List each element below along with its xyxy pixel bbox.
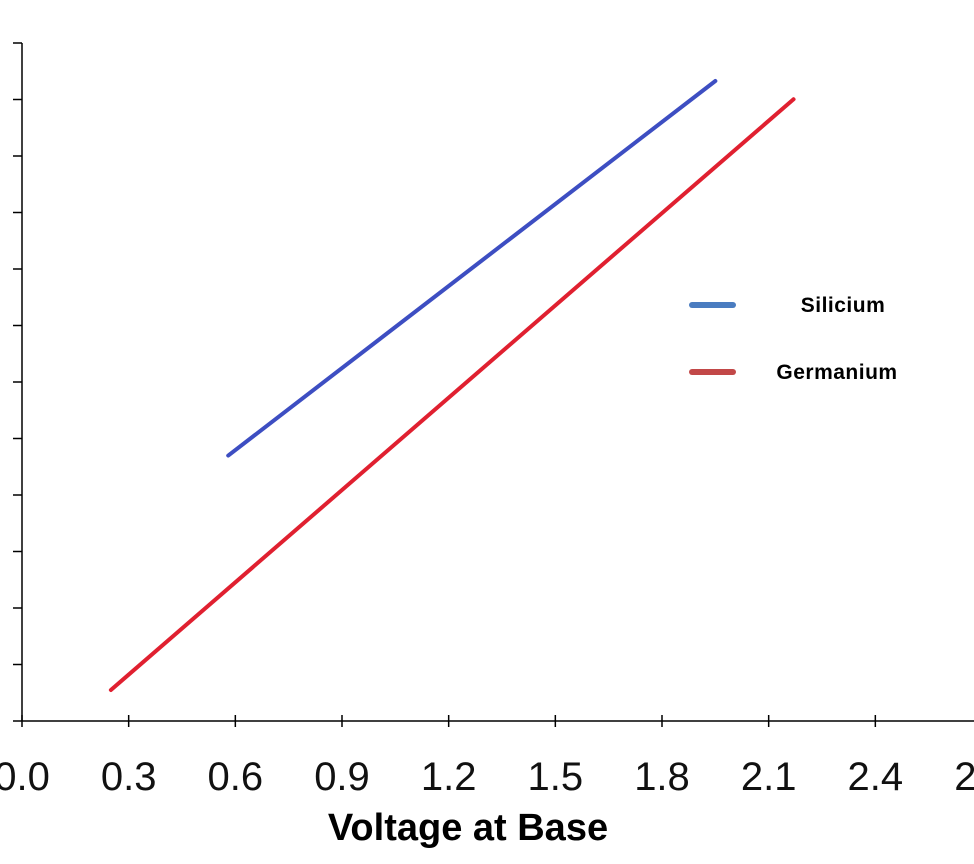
x-axis-ticks bbox=[21, 715, 877, 727]
series-lines bbox=[108, 79, 796, 692]
y-axis-ticks bbox=[13, 42, 22, 722]
legend: Silicium Germanium bbox=[689, 294, 897, 384]
x-tick-label: 0.6 bbox=[208, 755, 264, 799]
x-tick-label: 0.0 bbox=[0, 755, 50, 799]
legend-label-silicium: Silicium bbox=[801, 294, 886, 317]
series-line-silicium bbox=[226, 79, 718, 458]
x-axis-title: Voltage at Base bbox=[328, 807, 608, 849]
x-tick-label: 0.3 bbox=[101, 755, 157, 799]
x-axis-tick-labels: 0.0 0.3 0.6 0.9 1.2 1.5 1.8 2.1 2.4 2.7 bbox=[0, 755, 974, 799]
legend-label-germanium: Germanium bbox=[776, 361, 897, 384]
x-tick-label: 2.1 bbox=[741, 755, 797, 799]
x-tick-label: 2.4 bbox=[848, 755, 904, 799]
x-tick-label: 2.7 bbox=[954, 755, 974, 799]
series-line-germanium bbox=[108, 97, 796, 692]
x-tick-label: 0.9 bbox=[314, 755, 370, 799]
x-tick-label: 1.8 bbox=[634, 755, 690, 799]
x-tick-label: 1.5 bbox=[528, 755, 584, 799]
x-tick-label: 1.2 bbox=[421, 755, 477, 799]
